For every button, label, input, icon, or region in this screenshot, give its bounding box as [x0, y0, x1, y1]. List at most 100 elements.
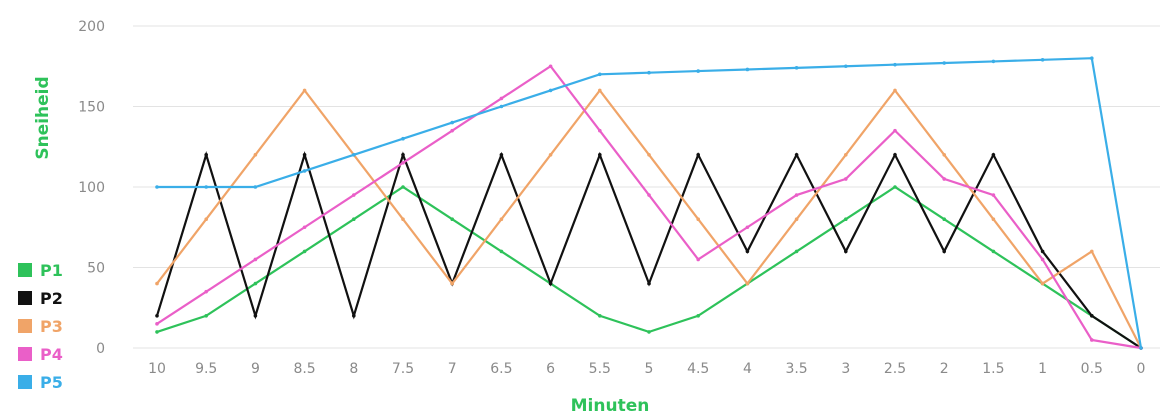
- data-point-p3: [794, 217, 799, 221]
- data-point-p5: [942, 61, 946, 65]
- series-p3: [155, 88, 1143, 350]
- x-tick-label: 4: [743, 361, 752, 377]
- data-point-p3: [450, 281, 455, 286]
- x-tick-label: 8.5: [293, 361, 315, 377]
- data-point-p5: [548, 88, 553, 93]
- data-point-p2: [302, 153, 307, 157]
- data-point-p3: [598, 88, 602, 93]
- data-point-p5: [696, 69, 700, 73]
- data-point-p5: [844, 64, 848, 69]
- data-point-p2: [548, 281, 553, 286]
- data-point-p2: [942, 249, 946, 254]
- y-tick-label: 150: [78, 100, 105, 116]
- data-point-p2: [253, 314, 258, 318]
- data-point-p4: [1090, 338, 1094, 342]
- data-point-p5: [1139, 346, 1143, 350]
- data-point-p3: [204, 217, 208, 221]
- y-tick-label: 100: [78, 180, 105, 196]
- y-axis-title: Sneiheid: [33, 76, 53, 159]
- series-line-p4: [156, 64, 1142, 350]
- data-point-p1: [253, 281, 258, 286]
- data-point-p1: [942, 217, 946, 221]
- data-point-p5: [794, 66, 799, 70]
- legend-swatch-p2: [18, 291, 32, 305]
- y-tick-label: 0: [96, 341, 105, 357]
- data-point-p3: [499, 217, 504, 221]
- data-point-p3: [696, 217, 700, 221]
- data-point-p4: [253, 257, 258, 262]
- data-point-p5: [647, 70, 651, 75]
- data-point-p5: [745, 67, 750, 72]
- x-tick-label: 2: [940, 361, 949, 377]
- data-point-p1: [794, 249, 799, 254]
- data-point-p5: [155, 185, 159, 189]
- data-point-p4: [204, 289, 208, 294]
- x-tick-label: 0.5: [1081, 361, 1103, 377]
- data-point-p3: [1040, 281, 1045, 286]
- data-point-p3: [1090, 249, 1094, 254]
- y-tick-label: 200: [78, 19, 105, 35]
- series-line-p5: [157, 57, 1143, 349]
- x-tick-label: 0: [1137, 361, 1146, 377]
- data-point-p5: [893, 62, 897, 67]
- y-axis-ticks: 0 50 100 150 200: [78, 19, 105, 357]
- data-point-p2: [991, 153, 996, 157]
- x-tick-label: 9.5: [195, 361, 217, 377]
- data-point-p4: [548, 64, 553, 69]
- x-tick-label: 2.5: [884, 361, 906, 377]
- x-tick-label: 4.5: [687, 361, 709, 377]
- x-tick-label: 3.5: [785, 361, 807, 377]
- data-point-p1: [991, 249, 996, 254]
- data-point-p1: [598, 314, 602, 318]
- data-point-p4: [352, 193, 356, 197]
- legend-swatch-p1: [18, 263, 32, 277]
- data-point-p5: [204, 185, 208, 189]
- data-point-p1: [204, 314, 208, 318]
- data-point-p4: [794, 193, 799, 197]
- data-point-p1: [893, 185, 897, 189]
- data-point-p4: [155, 322, 159, 326]
- data-point-p3: [942, 153, 946, 157]
- data-point-p5: [499, 104, 504, 109]
- x-axis-ticks: 10 9.5 9 8.5 8 7.5 7 6.5 6 5.5 5 4.5 4 3.5 3 2.5 2 1.5 1 0.…: [148, 361, 1145, 377]
- legend-swatch-p4: [18, 347, 32, 361]
- data-point-p4: [401, 161, 405, 165]
- x-tick-label: 8: [349, 361, 358, 377]
- series-p2: [155, 151, 1143, 350]
- data-point-p3: [991, 217, 996, 221]
- data-point-p2: [893, 153, 897, 157]
- x-tick-label: 7.5: [392, 361, 414, 377]
- data-point-p2: [155, 314, 159, 318]
- data-point-p5: [1090, 56, 1094, 60]
- data-point-p5: [401, 136, 405, 141]
- x-tick-label: 9: [251, 361, 260, 377]
- data-point-p2: [499, 153, 504, 157]
- data-point-p2: [401, 153, 405, 157]
- data-point-p4: [499, 96, 504, 101]
- series-lines: [155, 56, 1143, 350]
- data-point-p3: [647, 153, 651, 157]
- data-point-p4: [647, 193, 651, 197]
- x-tick-label: 10: [148, 361, 166, 377]
- x-tick-label: 6.5: [490, 361, 512, 377]
- data-point-p5: [352, 153, 356, 157]
- data-point-p2: [745, 249, 750, 254]
- data-point-p5: [991, 59, 996, 64]
- data-point-p1: [696, 314, 700, 318]
- legend: P1 P2 P3 P4 P5: [18, 261, 63, 392]
- x-tick-label: 7: [448, 361, 457, 377]
- legend-label-p3: P3: [40, 317, 63, 336]
- data-point-p5: [598, 72, 602, 77]
- data-point-p4: [598, 128, 602, 133]
- data-point-p4: [942, 177, 946, 181]
- data-point-p4: [893, 128, 897, 133]
- data-point-p1: [155, 330, 159, 334]
- legend-swatch-p3: [18, 319, 32, 333]
- data-point-p5: [302, 169, 307, 173]
- data-point-p3: [155, 281, 159, 286]
- x-tick-label: 5: [645, 361, 654, 377]
- data-point-p5: [253, 185, 258, 189]
- x-axis-title: Minuten: [571, 396, 650, 415]
- data-point-p1: [647, 330, 651, 334]
- data-point-p5: [1040, 58, 1045, 62]
